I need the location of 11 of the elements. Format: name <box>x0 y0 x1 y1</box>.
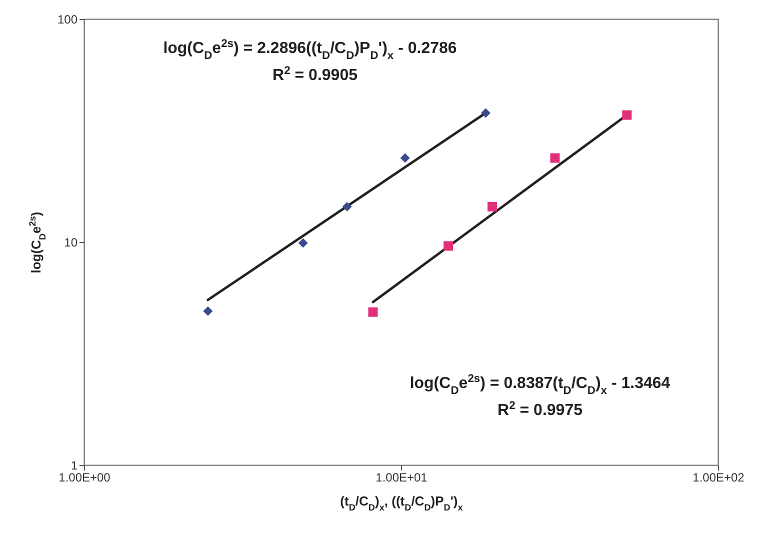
y-tick-label: 100 <box>57 12 78 26</box>
x-tick-label: 1.00E+01 <box>376 470 428 484</box>
y-tick-label: 10 <box>64 236 78 250</box>
x-tick-label: 1.00E+00 <box>58 470 111 484</box>
annotation: R$^{2}$ = 0.9975 <box>498 400 583 419</box>
x-tick-label: 1.00E+02 <box>692 470 745 484</box>
y-tick-label: 1 <box>70 458 78 472</box>
annotation: R$^{2}$ = 0.9905 <box>272 65 358 84</box>
text: (t$_{D}$/C$_{D}$)$_{x}$, ((t$_{D}$/C$_{D}$)P$_{D}$')$_{x}$ <box>340 494 463 512</box>
text: log(C$_{D}$e$^{2s}$) = 2.2896((t$_{D}$/C$_{D}$)P$_{D}$')$_{x}$ - 0.2786 <box>163 38 457 62</box>
text: log(C$_{D}$e$^{2s}$) = 0.8387(t$_{D}$/C$_{D}$)$_{x}$ - 1.3464 <box>410 373 670 397</box>
